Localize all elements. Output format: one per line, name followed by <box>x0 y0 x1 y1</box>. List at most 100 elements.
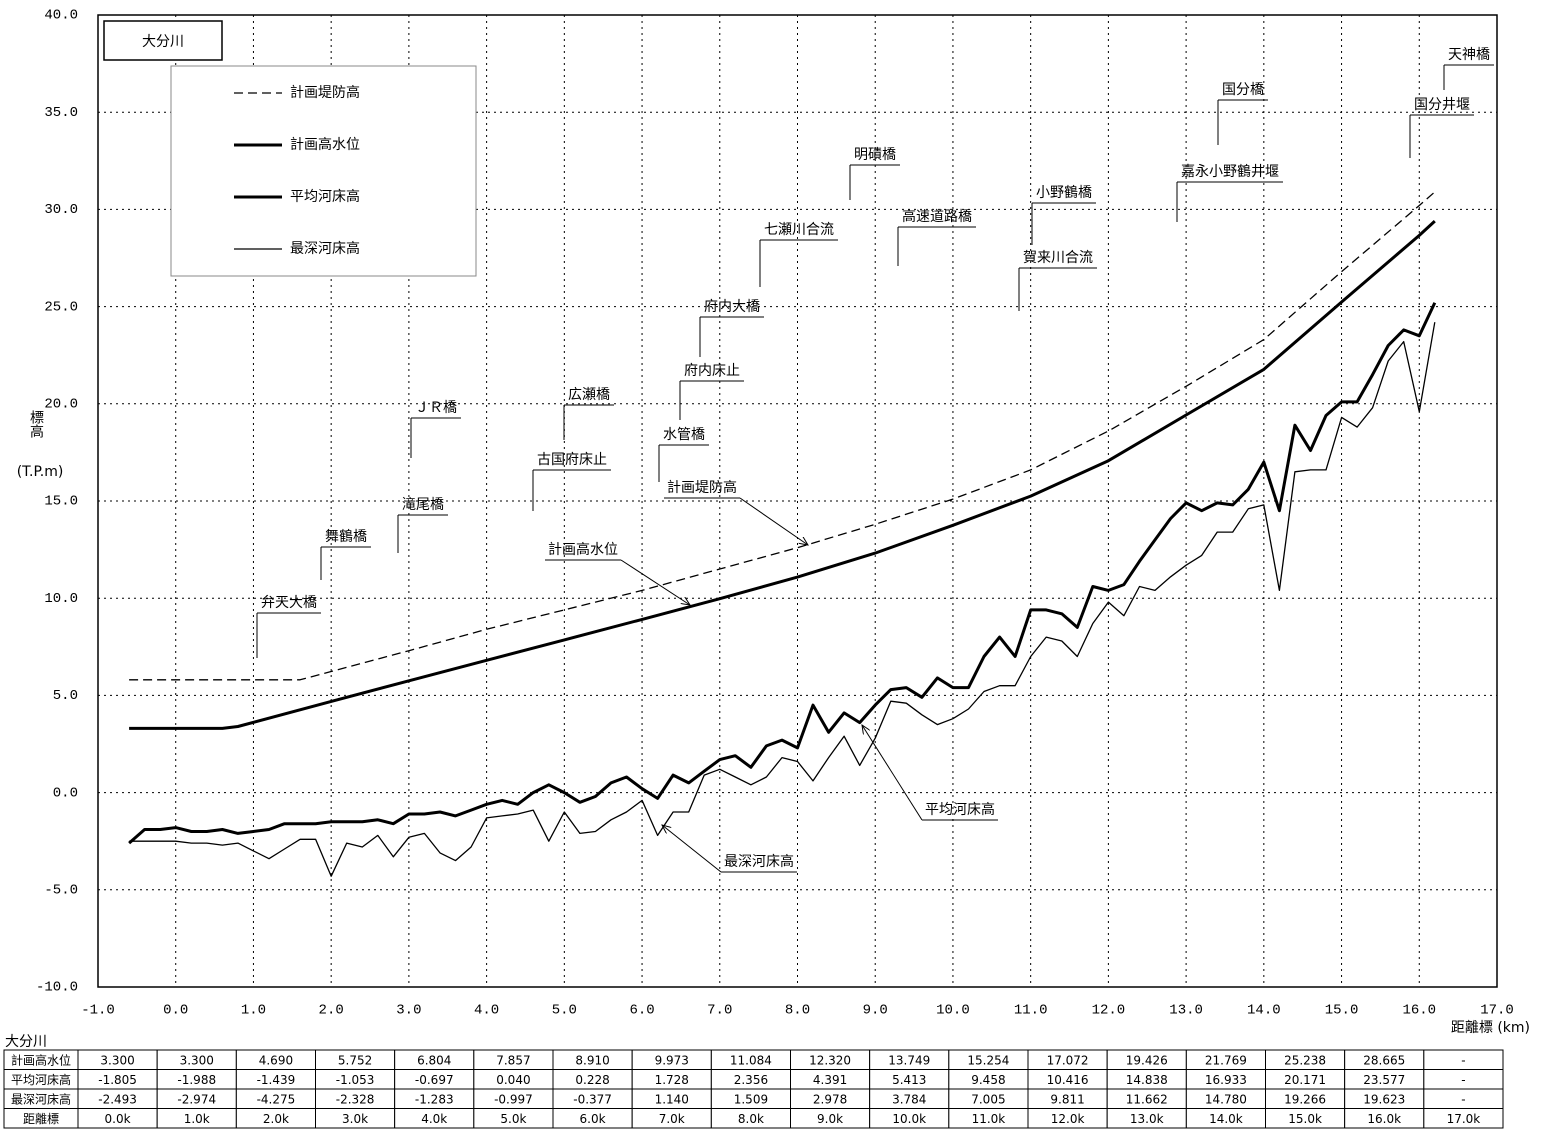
x-tick-label: 6.0 <box>629 1003 654 1019</box>
table-text: 0.0k <box>105 1112 131 1126</box>
table-text: 13.0k <box>1130 1112 1164 1126</box>
y-tick-label: 20.0 <box>44 397 78 413</box>
table-text: 0.228 <box>575 1073 609 1087</box>
table-text: 計画高水位 <box>11 1052 71 1067</box>
annotation-label: 府内大橋 <box>704 299 760 315</box>
annotation-label: 広瀬橋 <box>568 387 610 403</box>
line-label: 平均河床高 <box>925 801 995 818</box>
table-text: 0.040 <box>496 1073 530 1087</box>
y-tick-label: 15.0 <box>44 494 78 510</box>
line-label: 計画高水位 <box>548 541 618 558</box>
table-text: 2.356 <box>734 1073 768 1087</box>
x-tick-label: 12.0 <box>1092 1003 1126 1019</box>
annotation-label: 水管橋 <box>663 427 705 443</box>
legend-label: 計画高水位 <box>290 136 360 153</box>
x-tick-label: 11.0 <box>1014 1003 1048 1019</box>
table-text: 9.0k <box>817 1112 843 1126</box>
x-tick-label: 7.0 <box>707 1003 732 1019</box>
line-label-arrow <box>620 559 690 605</box>
table-text: 14.780 <box>1205 1092 1247 1106</box>
table-text: - <box>1461 1073 1465 1087</box>
annotation-label: 国分橋 <box>1222 82 1264 98</box>
table-text: 最深河床高 <box>11 1091 71 1106</box>
line-label: 最深河床高 <box>724 853 794 870</box>
table-title: 大分川 <box>5 1034 47 1050</box>
table-text: 4.690 <box>259 1053 293 1067</box>
table-text: 25.238 <box>1284 1053 1326 1067</box>
table-text: 3.0k <box>342 1112 368 1126</box>
table-text: 7.0k <box>659 1112 685 1126</box>
y-axis-title: 標高 (T.P.m) <box>17 410 64 480</box>
y-tick-label: 25.0 <box>44 299 78 315</box>
table-text: 21.769 <box>1205 1053 1247 1067</box>
table-text: 3.300 <box>100 1053 134 1067</box>
table-text: - <box>1461 1092 1465 1106</box>
annotation-label: 賀来川合流 <box>1023 250 1093 266</box>
x-tick-label: 3.0 <box>396 1003 421 1019</box>
table-text: 14.838 <box>1126 1073 1168 1087</box>
legend-label: 最深河床高 <box>290 240 360 257</box>
table-text: 8.0k <box>738 1112 764 1126</box>
y-tick-label: 10.0 <box>44 591 78 607</box>
table-text: 13.749 <box>888 1053 930 1067</box>
x-label: 距離標 (km) <box>1451 1019 1530 1036</box>
annotation-label: 滝尾橋 <box>402 497 444 513</box>
annotation-label: 明磧橋 <box>854 147 896 163</box>
legend-label: 計画堤防高 <box>290 84 360 101</box>
table-text: 15.0k <box>1288 1112 1322 1126</box>
series-line <box>129 191 1436 681</box>
y-label: 標高 <box>28 410 44 438</box>
annotation-label: 小野鶴橋 <box>1036 184 1092 201</box>
table-text: -0.997 <box>494 1092 533 1106</box>
annotation-label: 七瀬川合流 <box>764 222 834 238</box>
line-label-arrow <box>862 725 923 821</box>
table-text: 19.426 <box>1126 1053 1168 1067</box>
series-line <box>129 219 1436 730</box>
title-box <box>103 20 223 61</box>
table-text: 19.266 <box>1284 1092 1326 1106</box>
table-text: 1.728 <box>655 1073 689 1087</box>
table-text: 14.0k <box>1209 1112 1243 1126</box>
x-tick-label: 1.0 <box>241 1003 266 1019</box>
line-label-arrow <box>662 825 722 873</box>
annotation-label: ＪＲ橋 <box>415 400 457 416</box>
x-tick-label: 15.0 <box>1325 1003 1359 1019</box>
table-text: -2.328 <box>336 1092 375 1106</box>
table-text: -4.275 <box>257 1092 296 1106</box>
x-tick-label: 5.0 <box>552 1003 577 1019</box>
y-tick-label: -10.0 <box>36 980 78 996</box>
table-text: 20.171 <box>1284 1073 1326 1087</box>
table-text: - <box>1461 1053 1465 1067</box>
table-text: 1.140 <box>655 1092 689 1106</box>
chart-title: 大分川 <box>142 34 184 50</box>
table-cell <box>1423 1108 1504 1129</box>
table-text: -1.988 <box>177 1073 216 1087</box>
table-text: 11.084 <box>730 1053 772 1067</box>
annotation-label: 弁天大橋 <box>261 595 317 611</box>
y-tick-label: 35.0 <box>44 105 78 121</box>
table-text: 5.0k <box>500 1112 526 1126</box>
table-text: -1.439 <box>257 1073 296 1087</box>
y-tick-label: 5.0 <box>53 688 78 704</box>
x-tick-label: 8.0 <box>785 1003 810 1019</box>
table-text: -1.805 <box>98 1073 137 1087</box>
table-text: 11.662 <box>1126 1092 1168 1106</box>
annotation-label: 舞鶴橋 <box>325 528 367 545</box>
x-tick-label: -1.0 <box>81 1003 115 1019</box>
annotation-label: 天神橋 <box>1448 47 1490 63</box>
table-text: 10.0k <box>892 1112 926 1126</box>
table-text: -1.283 <box>415 1092 454 1106</box>
plot-frame <box>97 14 1498 988</box>
table-text: 5.752 <box>338 1053 372 1067</box>
legend-box <box>170 65 477 277</box>
y-unit: (T.P.m) <box>17 464 64 480</box>
table-text: -0.697 <box>415 1073 454 1087</box>
annotation-label: 嘉永小野鶴井堰 <box>1181 163 1279 180</box>
table-text: 10.416 <box>1047 1073 1089 1087</box>
table-text: 28.665 <box>1363 1053 1405 1067</box>
x-tick-label: 16.0 <box>1402 1003 1436 1019</box>
table-text: 2.978 <box>813 1092 847 1106</box>
x-tick-label: 17.0 <box>1480 1003 1514 1019</box>
table-text: 9.458 <box>971 1073 1005 1087</box>
